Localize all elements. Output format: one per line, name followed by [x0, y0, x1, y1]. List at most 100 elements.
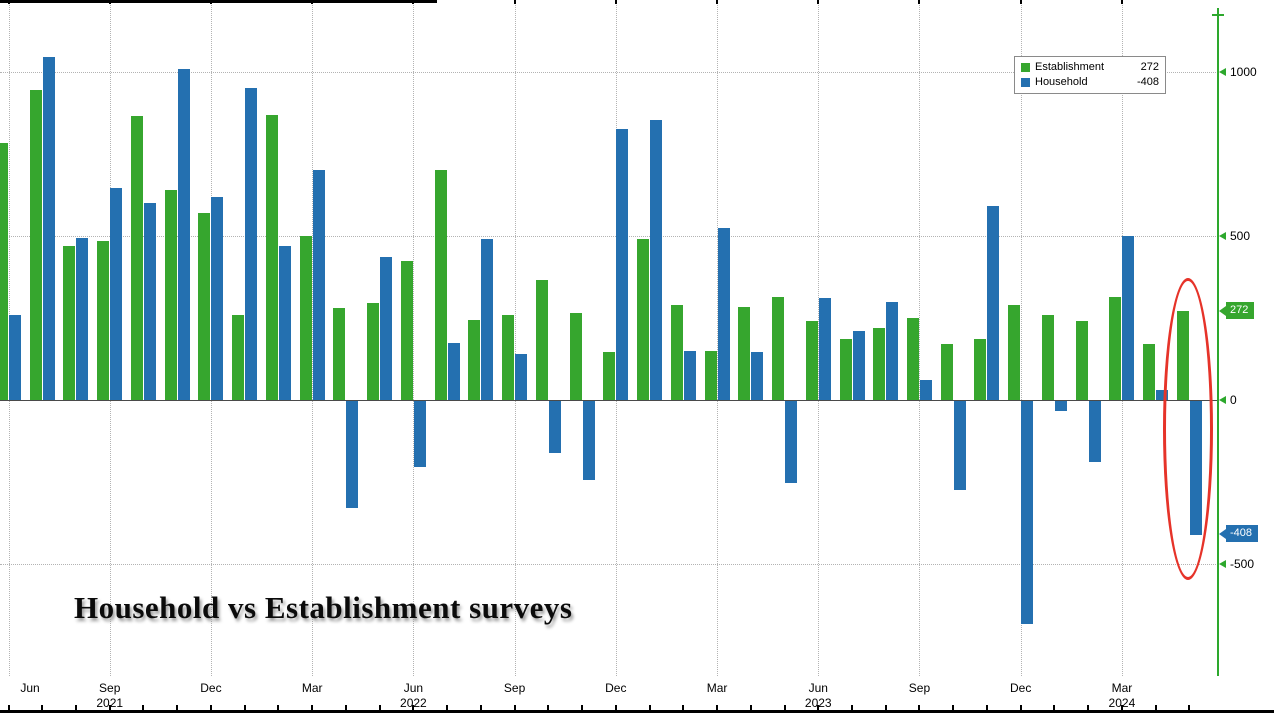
bar-establishment — [535, 280, 548, 400]
bar-household — [582, 401, 595, 480]
x-tick-label: Mar — [301, 681, 323, 695]
x-year-label: 2023 — [804, 696, 832, 710]
bar-household — [245, 88, 258, 400]
bottom-tick-mark — [985, 705, 988, 710]
bar-establishment — [400, 260, 413, 400]
gridline-horizontal — [0, 236, 1218, 237]
y-tick-label: 0 — [1230, 393, 1237, 407]
bottom-tick-mark — [682, 705, 685, 710]
bar-establishment — [569, 313, 582, 400]
top-tick-mark — [1019, 0, 1022, 4]
bottom-tick-mark — [547, 705, 550, 710]
bar-establishment — [232, 314, 245, 400]
bar-establishment — [502, 314, 515, 400]
y-tick-arrow-icon — [1219, 232, 1226, 240]
y-axis-line — [1217, 8, 1219, 676]
legend: Establishment 272 Household -408 — [1014, 56, 1166, 94]
bottom-tick-mark — [851, 705, 853, 710]
bar-household — [9, 314, 21, 400]
bar-establishment — [738, 306, 751, 400]
y-tick-label: -500 — [1230, 557, 1255, 571]
gridline-horizontal — [0, 564, 1218, 565]
bar-household — [447, 342, 460, 400]
bar-household — [650, 119, 663, 400]
bottom-tick-mark — [1188, 705, 1191, 710]
bar-household — [211, 196, 224, 400]
bar-establishment — [940, 344, 953, 400]
bar-household — [548, 401, 561, 454]
bar-household — [312, 170, 325, 400]
bar-establishment — [63, 245, 76, 400]
gridline-vertical — [919, 0, 921, 676]
bar-establishment — [97, 240, 110, 400]
x-tick-label: Dec — [605, 681, 627, 695]
x-year-label: 2022 — [400, 696, 427, 710]
bottom-tick-mark — [311, 705, 314, 710]
y-tick-label: 500 — [1230, 229, 1251, 243]
bottom-tick-mark — [209, 705, 212, 710]
bottom-tick-mark — [108, 705, 111, 710]
bar-household — [143, 203, 156, 400]
bottom-tick-mark — [614, 705, 617, 710]
bottom-tick-mark — [74, 705, 77, 710]
bottom-tick-mark — [176, 705, 179, 710]
bar-establishment — [805, 321, 818, 400]
household-swatch-icon — [1021, 78, 1030, 87]
bottom-tick-mark — [142, 705, 145, 710]
x-tick-label: Mar — [706, 681, 728, 695]
x-year-label: 2021 — [96, 696, 124, 710]
x-tick-label: Sep — [908, 681, 931, 695]
gridline-horizontal — [0, 72, 1218, 73]
bar-household — [1122, 236, 1135, 400]
top-tick-mark — [614, 0, 617, 4]
bottom-tick-mark — [1019, 705, 1022, 710]
top-tick-mark — [209, 0, 212, 4]
bar-household — [886, 301, 899, 400]
bar-establishment — [29, 90, 42, 400]
bottom-tick-mark — [648, 705, 651, 710]
top-tick-mark — [108, 0, 111, 4]
gridline-vertical — [413, 0, 415, 676]
bar-establishment — [367, 303, 380, 400]
x-tick-label: Jun — [403, 681, 424, 695]
legend-row-establishment: Establishment 272 — [1021, 60, 1159, 75]
bar-household — [717, 227, 730, 400]
bar-household — [1054, 401, 1067, 411]
top-tick-mark — [412, 0, 415, 4]
top-tick-mark — [918, 0, 921, 4]
legend-label: Establishment — [1035, 61, 1105, 73]
bar-household — [76, 237, 89, 400]
bar-establishment — [704, 350, 717, 400]
bottom-tick-mark — [41, 705, 44, 710]
bar-establishment — [130, 116, 143, 400]
y-tick-label: 1000 — [1230, 65, 1257, 79]
x-tick-label: Dec — [200, 681, 222, 695]
y-tick-arrow-icon — [1219, 396, 1226, 404]
bar-establishment — [873, 327, 886, 400]
x-tick-label: Dec — [1010, 681, 1032, 695]
bar-establishment — [974, 339, 987, 400]
x-tick-label: Mar — [1111, 681, 1133, 695]
bottom-tick-mark — [243, 705, 246, 710]
establishment-swatch-icon — [1021, 63, 1030, 72]
bar-establishment — [772, 296, 785, 400]
bottom-tick-mark — [513, 705, 516, 710]
bar-establishment — [299, 236, 312, 400]
bar-household — [278, 245, 291, 400]
bottom-axis-line — [0, 710, 1274, 713]
bar-establishment — [1008, 304, 1021, 400]
bar-establishment — [1041, 314, 1054, 400]
bar-household — [481, 239, 494, 400]
bar-establishment — [637, 239, 650, 400]
bottom-tick-mark — [783, 705, 786, 710]
bar-household — [919, 380, 932, 400]
bottom-tick-mark — [952, 705, 955, 710]
bottom-tick-mark — [884, 705, 887, 710]
bar-establishment — [265, 114, 278, 400]
badge-arrow-icon — [1219, 305, 1226, 316]
bottom-tick-mark — [581, 705, 584, 710]
bar-household — [818, 298, 831, 400]
highlight-ellipse — [1163, 278, 1213, 580]
bottom-tick-mark — [446, 705, 449, 710]
